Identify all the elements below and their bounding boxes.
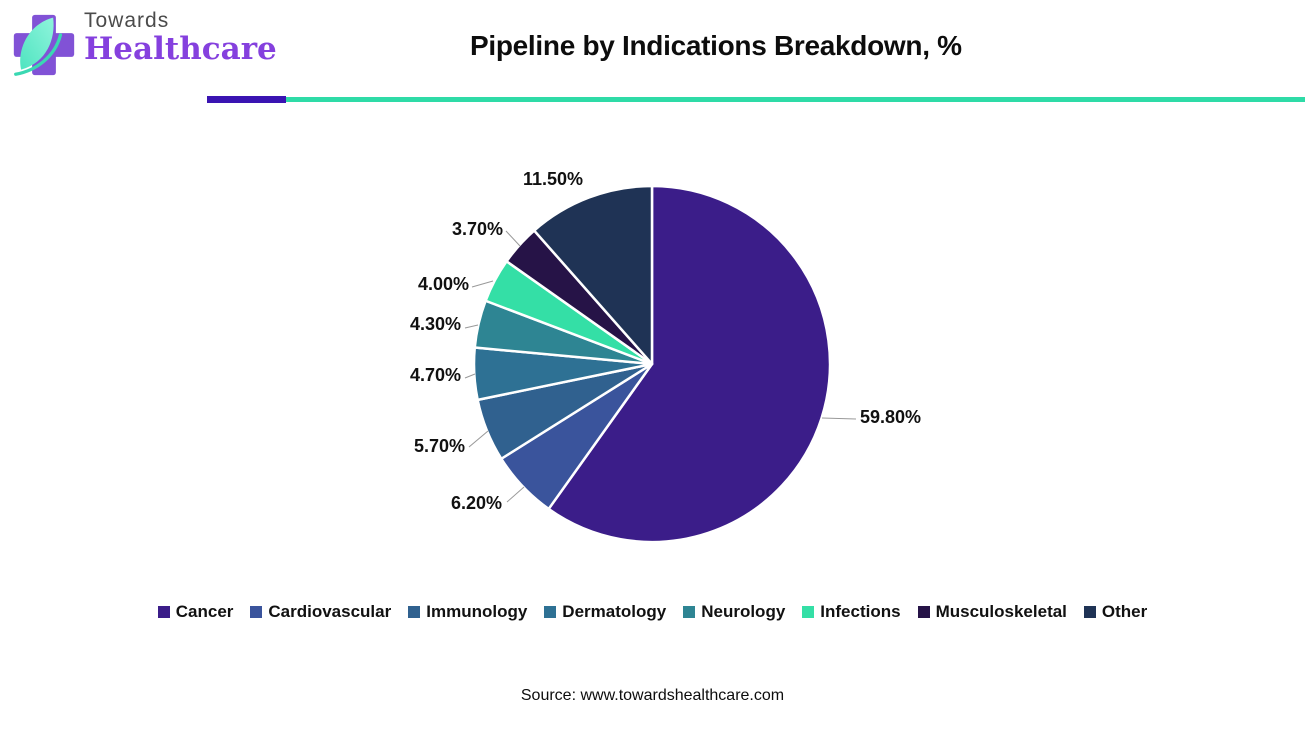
legend: Cancer Cardiovascular Immunology Dermatolog…: [0, 602, 1305, 622]
legend-item-cancer: Cancer: [157, 602, 234, 622]
legend-swatch: [917, 606, 930, 618]
legend-label: Dermatology: [562, 602, 667, 621]
legend-swatch: [408, 606, 421, 618]
leader-line-dermatology: [464, 373, 476, 379]
leader-line-neurology: [464, 324, 479, 329]
leader-line-cardiovascular: [506, 486, 525, 503]
title-underline-teal: [286, 97, 1305, 102]
leader-line-musculoskeletal: [505, 230, 521, 247]
legend-swatch: [250, 606, 263, 618]
source-text: Source: www.towardshealthcare.com: [520, 687, 785, 704]
legend-label: Immunology: [426, 602, 528, 621]
legend-item-neurology: Neurology: [683, 602, 785, 622]
brand-name-bottom: Healthcare: [84, 31, 277, 67]
logo-cross-leaf-icon: [13, 14, 75, 76]
legend-label: Cancer: [175, 602, 234, 621]
legend-item-infections: Infections: [802, 602, 901, 622]
slice-label-neurology: 4.30%: [410, 314, 461, 334]
towards-healthcare-logo: Towards Healthcare: [12, 10, 277, 80]
title-underline-purple: [207, 96, 286, 103]
legend-swatch: [544, 606, 557, 618]
legend-label: Neurology: [701, 602, 786, 621]
slice-label-dermatology: 4.70%: [410, 365, 461, 385]
legend-item-musculoskeletal: Musculoskeletal: [917, 602, 1067, 622]
legend-item-other: Other: [1083, 602, 1148, 622]
pie-slice-other: [532, 184, 654, 366]
legend-label: Infections: [820, 602, 901, 621]
legend-label: Cardiovascular: [268, 602, 392, 621]
page-title: Pipeline by Indications Breakdown, %: [470, 30, 962, 61]
legend-label: Musculoskeletal: [935, 602, 1067, 621]
slice-label-cancer: 59.80%: [860, 407, 921, 427]
legend-item-cardiovascular: Cardiovascular: [250, 602, 391, 622]
leader-line-infections: [471, 280, 494, 288]
leader-line-cancer: [821, 417, 857, 420]
legend-swatch: [683, 606, 696, 618]
slice-label-other: 11.50%: [523, 169, 583, 189]
leader-line-immunology: [468, 430, 489, 448]
legend-swatch: [157, 606, 170, 618]
legend-item-immunology: Immunology: [408, 602, 527, 622]
slice-label-cardiovascular: 6.20%: [451, 493, 502, 513]
legend-label: Other: [1101, 602, 1148, 621]
brand-name-top: Towards: [84, 9, 170, 32]
slice-label-infections: 4.00%: [418, 274, 469, 294]
slice-label-immunology: 5.70%: [414, 436, 465, 456]
legend-swatch: [1083, 606, 1096, 618]
slice-label-musculoskeletal: 3.70%: [452, 219, 503, 239]
legend-swatch: [802, 606, 815, 618]
legend-item-dermatology: Dermatology: [544, 602, 666, 622]
pie-slice-cancer: [547, 184, 832, 544]
